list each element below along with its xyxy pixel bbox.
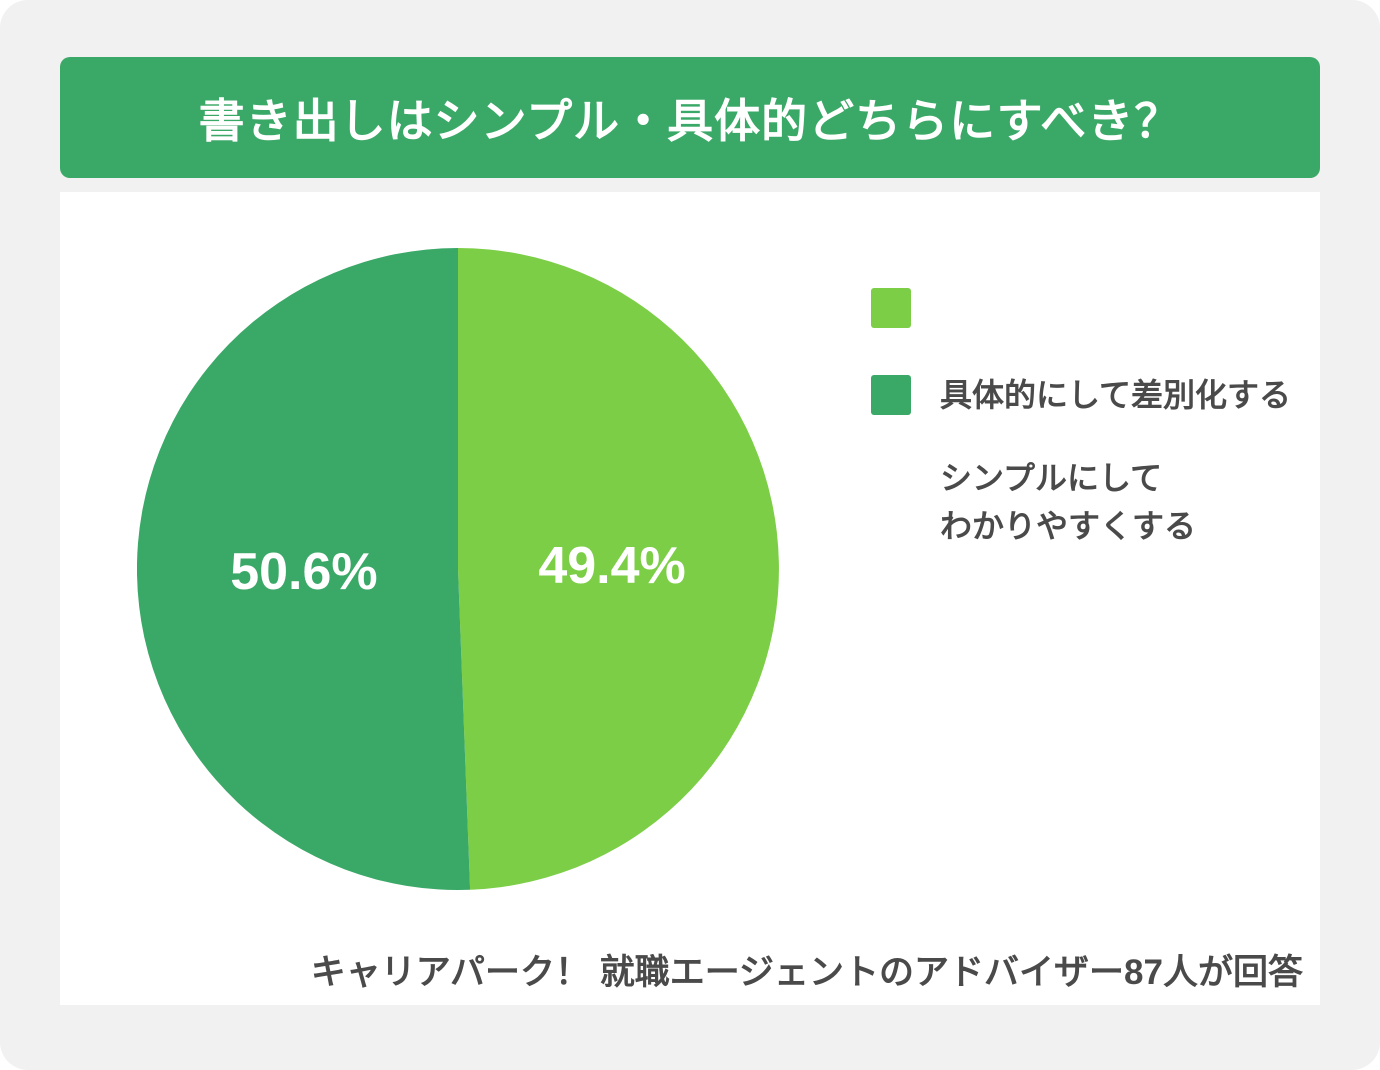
- page-title: 書き出しはシンプル・具体的どちらにすべき？: [198, 94, 1182, 147]
- legend-label-simple-line2: わかりやすくする: [940, 508, 1197, 544]
- chart-card: 49.4% 50.6% シンプルにして わかりやすくする 具体的にして差別化する …: [60, 192, 1320, 1005]
- legend-swatch-simple: [871, 288, 911, 328]
- title-banner: 書き出しはシンプル・具体的どちらにすべき？: [60, 57, 1320, 178]
- legend-label-specific-line1: 具体的にして差別化する: [940, 377, 1292, 413]
- legend-label-specific: 具体的にして差別化する: [940, 371, 1291, 419]
- legend-swatch-specific: [871, 375, 911, 415]
- pie-chart: 49.4% 50.6%: [137, 248, 779, 890]
- pie-label-simple: 49.4%: [538, 537, 685, 595]
- source-note: キャリアパーク！ 就職エージェントのアドバイザー87人が回答: [310, 953, 1303, 992]
- legend-label-simple: シンプルにして わかりやすくする: [940, 454, 1196, 550]
- pie-slice-simple: [458, 248, 779, 890]
- pie-slice-specific: [137, 248, 471, 890]
- pie-label-specific: 50.6%: [230, 543, 377, 601]
- legend-label-simple-line1: シンプルにして: [940, 460, 1163, 496]
